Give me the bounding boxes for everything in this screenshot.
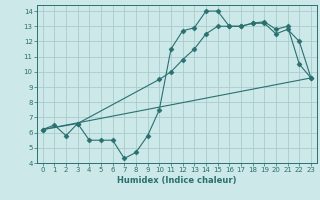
X-axis label: Humidex (Indice chaleur): Humidex (Indice chaleur): [117, 176, 236, 185]
